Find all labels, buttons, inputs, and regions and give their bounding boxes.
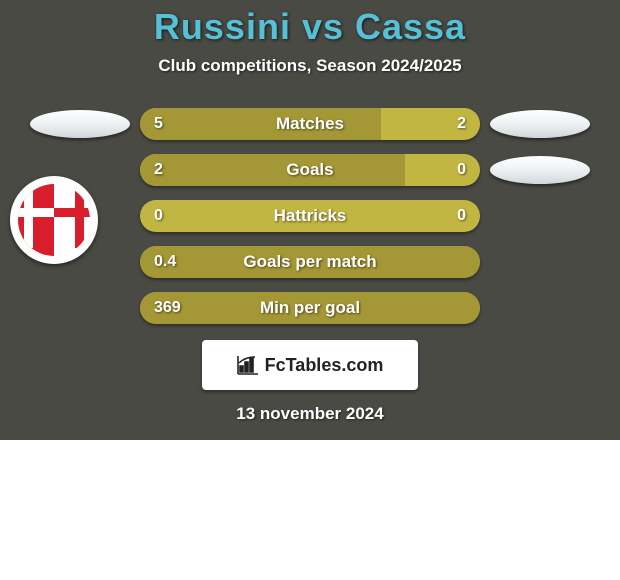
right-team-oval xyxy=(490,156,590,184)
right-team-oval xyxy=(490,110,590,138)
subtitle: Club competitions, Season 2024/2025 xyxy=(0,56,620,76)
stat-bar: 52Matches xyxy=(140,108,480,140)
stat-label: Goals per match xyxy=(140,246,480,278)
right-slot xyxy=(480,156,600,184)
date-text: 13 november 2024 xyxy=(0,404,620,424)
stat-row: 369Min per goal xyxy=(0,292,620,324)
brand-box: FcTables.com xyxy=(202,340,418,390)
stat-row: 52Matches xyxy=(0,108,620,140)
page-title: Russini vs Cassa xyxy=(0,0,620,48)
stat-bar: 369Min per goal xyxy=(140,292,480,324)
stat-label: Goals xyxy=(140,154,480,186)
stat-bar: 0.4Goals per match xyxy=(140,246,480,278)
stat-label: Matches xyxy=(140,108,480,140)
stat-label: Hattricks xyxy=(140,200,480,232)
stat-label: Min per goal xyxy=(140,292,480,324)
right-slot xyxy=(480,110,600,138)
stat-bar: 20Goals xyxy=(140,154,480,186)
bar-chart-icon xyxy=(237,355,259,375)
left-team-oval xyxy=(30,110,130,138)
left-slot xyxy=(20,110,140,138)
comparison-card: Russini vs Cassa Club competitions, Seas… xyxy=(0,0,620,440)
stat-bar: 00Hattricks xyxy=(140,200,480,232)
left-team-badge xyxy=(10,176,98,264)
brand-text: FcTables.com xyxy=(265,355,384,376)
shield-icon xyxy=(10,176,98,264)
